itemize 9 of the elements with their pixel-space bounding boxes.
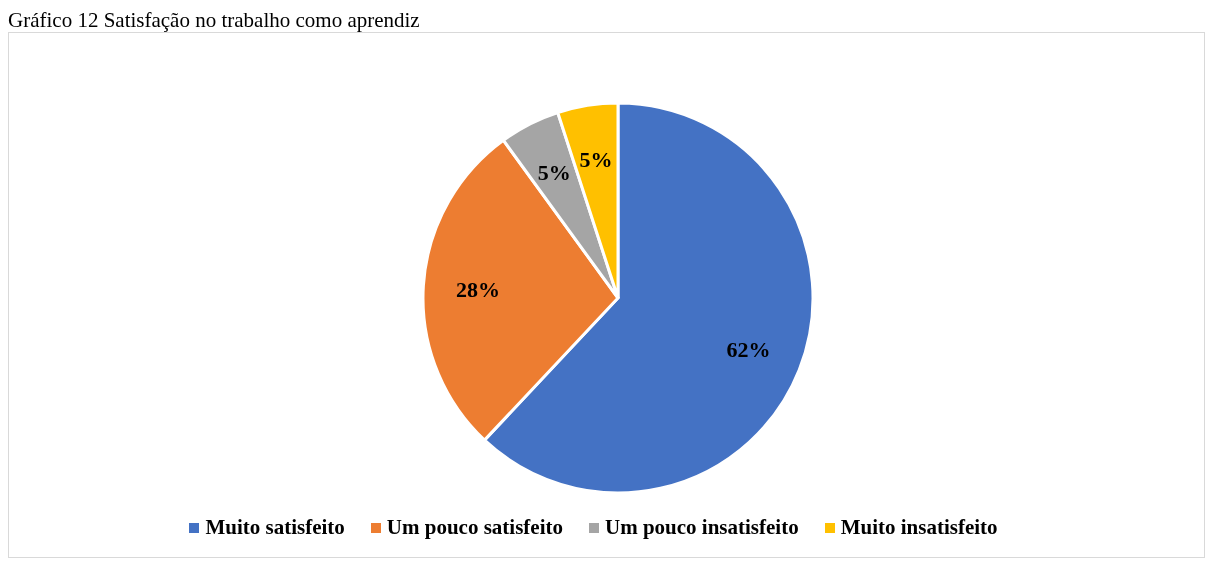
legend-label: Muito satisfeito <box>205 515 345 540</box>
data-label: 5% <box>537 160 571 186</box>
legend-label: Muito insatisfeito <box>840 515 998 540</box>
data-label: 28% <box>455 276 500 302</box>
legend-label: Um pouco satisfeito <box>386 515 563 540</box>
data-label: 5% <box>579 146 613 172</box>
legend-label: Um pouco insatisfeito <box>604 515 799 540</box>
chart-title: Gráfico 12 Satisfação no trabalho como aprendiz <box>8 8 421 32</box>
data-label: 62% <box>726 337 771 363</box>
